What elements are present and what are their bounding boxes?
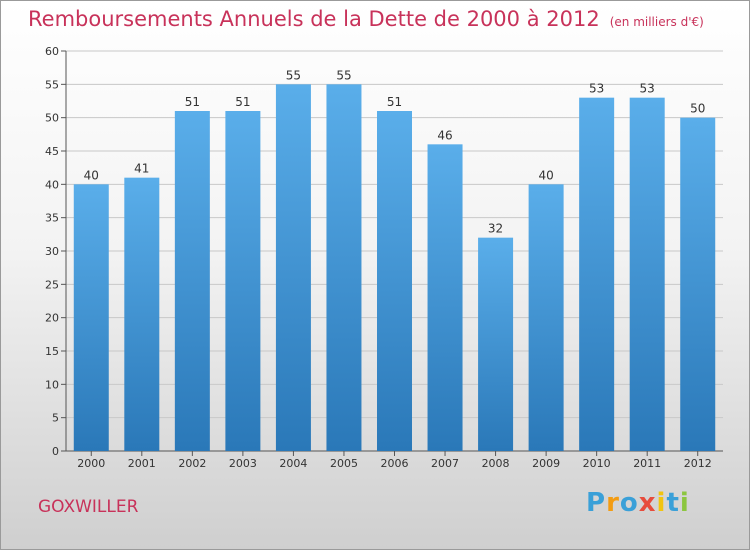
bar-value-label: 55: [336, 68, 351, 82]
bar-value-label: 51: [185, 95, 200, 109]
y-tick-label: 45: [45, 145, 59, 158]
x-tick-label: 2002: [178, 457, 206, 470]
bar-value-label: 46: [437, 128, 452, 142]
y-tick-label: 60: [45, 45, 59, 58]
commune-name: GOXWILLER: [38, 497, 139, 517]
bar: [680, 117, 716, 452]
bar-value-label: 40: [84, 168, 99, 182]
logo-letter: i: [679, 488, 690, 518]
bar: [478, 237, 514, 451]
y-tick-label: 35: [45, 212, 59, 225]
bar-chart: 0 5 10 15 20 25 30 35 40 45 50 55 60 40 2000 41 2001 51 20…: [45, 45, 723, 470]
logo-letter: o: [619, 488, 639, 518]
bar: [528, 184, 564, 452]
bar: [629, 97, 665, 452]
x-tick-label: 2001: [128, 457, 156, 470]
bar: [124, 177, 160, 451]
bar-value-label: 50: [690, 102, 705, 116]
x-tick-label: 2000: [77, 457, 105, 470]
bar-value-label: 32: [488, 222, 503, 236]
x-tick-label: 2006: [381, 457, 409, 470]
x-tick-label: 2005: [330, 457, 358, 470]
x-tick-label: 2004: [279, 457, 307, 470]
logo-letter: i: [656, 488, 667, 518]
bar: [275, 84, 311, 451]
x-tick-label: 2007: [431, 457, 459, 470]
y-tick-label: 50: [45, 112, 59, 125]
logo-letter: x: [638, 488, 657, 518]
bar: [377, 111, 412, 451]
title-text: Remboursements Annuels de la Dette de 20…: [28, 7, 600, 31]
chart-title: Remboursements Annuels de la Dette de 20…: [28, 7, 704, 31]
x-tick-label: 2009: [532, 457, 560, 470]
bar: [73, 184, 109, 452]
x-tick-label: 2008: [482, 457, 510, 470]
logo-letter: r: [606, 488, 620, 518]
x-tick-label: 2011: [633, 457, 661, 470]
y-tick-label: 0: [52, 445, 59, 458]
y-tick-label: 5: [52, 412, 59, 425]
bar-value-label: 40: [538, 168, 553, 182]
bar-value-label: 51: [387, 95, 402, 109]
bar-value-label: 41: [134, 162, 149, 176]
y-tick-label: 30: [45, 245, 59, 258]
proxiti-logo: Proxiti: [586, 488, 690, 518]
x-tick-label: 2012: [684, 457, 712, 470]
bar-value-label: 53: [589, 82, 604, 96]
bar: [326, 84, 362, 451]
y-tick-label: 40: [45, 178, 59, 191]
bar: [579, 97, 615, 452]
bar: [174, 111, 210, 451]
bar: [225, 111, 261, 451]
y-tick-label: 10: [45, 378, 59, 391]
unit-label: (en milliers d'€): [609, 15, 704, 29]
bar: [427, 144, 463, 452]
bar-value-label: 51: [235, 95, 250, 109]
y-tick-label: 55: [45, 78, 59, 91]
bar-value-label: 53: [640, 82, 655, 96]
x-tick-label: 2003: [229, 457, 257, 470]
y-tick-label: 20: [45, 312, 59, 325]
y-tick-label: 15: [45, 345, 59, 358]
bar-value-label: 55: [286, 68, 301, 82]
logo-letter: t: [666, 488, 680, 518]
x-tick-label: 2010: [583, 457, 611, 470]
logo-letter: P: [586, 488, 607, 518]
y-tick-label: 25: [45, 278, 59, 291]
